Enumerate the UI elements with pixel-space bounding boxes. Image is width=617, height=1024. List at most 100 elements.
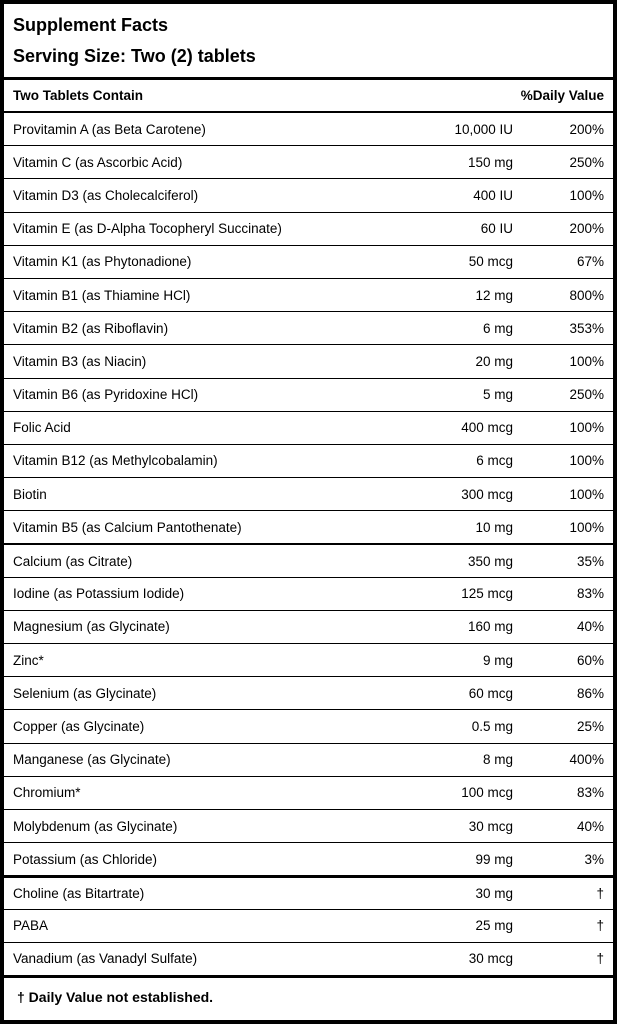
- nutrient-daily-value: †: [596, 918, 604, 934]
- nutrient-amount: 8 mg: [482, 752, 513, 768]
- nutrient-name: Vitamin K1 (as Phytonadione): [13, 254, 192, 270]
- table-row: Molybdenum (as Glycinate) 30 mcg 40%: [4, 808, 613, 842]
- nutrient-amount: 10 mg: [475, 519, 513, 535]
- nutrient-amount: 60 IU: [480, 221, 513, 237]
- nutrient-daily-value: 100%: [569, 353, 604, 369]
- nutrient-daily-value: 3%: [584, 851, 604, 867]
- nutrient-name: Vitamin B12 (as Methylcobalamin): [13, 453, 218, 469]
- nutrient-amount: 12 mg: [475, 287, 513, 303]
- nutrient-daily-value: 86%: [576, 685, 604, 701]
- nutrient-name: Zinc*: [13, 652, 44, 668]
- nutrient-name: Copper (as Glycinate): [13, 718, 145, 734]
- nutrient-amount: 150 mg: [467, 154, 513, 170]
- nutrient-name: Vitamin D3 (as Cholecalciferol): [13, 187, 199, 203]
- nutrient-name: PABA: [13, 918, 49, 934]
- nutrient-daily-value: 100%: [569, 420, 604, 436]
- nutrient-amount: 6 mg: [482, 320, 513, 336]
- table-row: Vitamin E (as D-Alpha Tocopheryl Succina…: [4, 211, 613, 245]
- nutrient-amount: 99 mg: [475, 851, 513, 867]
- column-header-daily-value: %Daily Value: [520, 88, 604, 103]
- serving-size: Serving Size: Two (2) tablets: [13, 46, 256, 66]
- nutrient-amount: 5 mg: [482, 387, 513, 403]
- nutrient-daily-value: †: [596, 885, 604, 901]
- nutrient-daily-value: 250%: [569, 154, 604, 170]
- nutrient-daily-value: 83%: [576, 586, 604, 602]
- table-row: Vitamin C (as Ascorbic Acid) 150 mg 250%: [4, 145, 613, 178]
- nutrient-amount: 160 mg: [467, 619, 513, 635]
- nutrient-name: Vitamin E (as D-Alpha Tocopheryl Succina…: [13, 221, 282, 237]
- nutrient-daily-value: 353%: [569, 320, 604, 336]
- nutrient-name: Magnesium (as Glycinate): [13, 619, 170, 635]
- nutrient-daily-value: 100%: [569, 187, 604, 203]
- table-row: Manganese (as Glycinate) 8 mg 400%: [4, 742, 613, 776]
- nutrient-daily-value: 100%: [569, 453, 604, 469]
- label-header: Supplement Facts Serving Size: Two (2) t…: [4, 4, 613, 80]
- nutrient-name: Folic Acid: [13, 420, 71, 436]
- table-row: Iodine (as Potassium Iodide) 125 mcg 83%: [4, 576, 613, 610]
- table-row: Biotin 300 mcg 100%: [4, 477, 613, 510]
- nutrient-amount: 10,000 IU: [454, 121, 513, 137]
- nutrient-daily-value: 200%: [569, 121, 604, 137]
- label-title: Supplement Facts: [13, 15, 169, 35]
- table-row: Calcium (as Citrate) 350 mg 35%: [4, 543, 613, 576]
- nutrient-amount: 300 mcg: [461, 486, 513, 502]
- table-row: Vitamin B3 (as Niacin) 20 mg 100%: [4, 344, 613, 377]
- nutrient-daily-value: 200%: [569, 221, 604, 237]
- nutrient-daily-value: 400%: [569, 752, 604, 768]
- nutrient-name: Vitamin B2 (as Riboflavin): [13, 320, 169, 336]
- nutrient-name: Chromium*: [13, 785, 81, 801]
- nutrient-amount: 0.5 mg: [471, 718, 513, 734]
- nutrient-name: Selenium (as Glycinate): [13, 685, 157, 701]
- nutrient-name: Choline (as Bitartrate): [13, 885, 145, 901]
- table-row: Chromium* 100 mcg 83%: [4, 775, 613, 809]
- nutrient-daily-value: 100%: [569, 519, 604, 535]
- nutrient-daily-value: †: [596, 951, 604, 967]
- table-row: Copper (as Glycinate) 0.5 mg 25%: [4, 709, 613, 742]
- table-row: Vitamin B2 (as Riboflavin) 6 mg 353%: [4, 311, 613, 344]
- nutrient-daily-value: 35%: [576, 553, 604, 569]
- nutrient-name: Vitamin B1 (as Thiamine HCl): [13, 287, 191, 303]
- nutrient-daily-value: 67%: [576, 254, 604, 270]
- nutrient-amount: 6 mcg: [476, 453, 513, 469]
- table-row: Folic Acid 400 mcg 100%: [4, 410, 613, 444]
- nutrient-amount: 350 mg: [467, 553, 513, 569]
- nutrient-amount: 60 mcg: [468, 685, 513, 701]
- nutrient-name: Molybdenum (as Glycinate): [13, 818, 178, 834]
- table-row: Magnesium (as Glycinate) 160 mg 40%: [4, 609, 613, 643]
- table-row: Vitamin K1 (as Phytonadione) 50 mcg 67%: [4, 244, 613, 278]
- column-header-contains: Two Tablets Contain: [13, 88, 143, 103]
- nutrient-daily-value: 40%: [576, 619, 604, 635]
- nutrient-amount: 400 IU: [473, 187, 513, 203]
- table-row: Vanadium (as Vanadyl Sulfate) 30 mcg †: [4, 941, 613, 975]
- table-row: Vitamin D3 (as Cholecalciferol) 400 IU 1…: [4, 178, 613, 211]
- nutrient-name: Potassium (as Chloride): [13, 851, 158, 867]
- supplement-table: Provitamin A (as Beta Carotene) 10,000 I…: [4, 113, 613, 975]
- table-row: Vitamin B12 (as Methylcobalamin) 6 mcg 1…: [4, 443, 613, 477]
- nutrient-name: Biotin: [13, 486, 47, 502]
- table-row: Vitamin B1 (as Thiamine HCl) 12 mg 800%: [4, 277, 613, 311]
- table-row: Potassium (as Chloride) 99 mg 3%: [4, 842, 613, 875]
- nutrient-amount: 25 mg: [475, 918, 513, 934]
- nutrient-daily-value: 83%: [576, 785, 604, 801]
- nutrient-daily-value: 800%: [569, 287, 604, 303]
- nutrient-daily-value: 100%: [569, 486, 604, 502]
- nutrient-amount: 400 mcg: [461, 420, 513, 436]
- nutrient-name: Vitamin B5 (as Calcium Pantothenate): [13, 519, 242, 535]
- nutrient-daily-value: 25%: [576, 718, 604, 734]
- nutrient-daily-value: 60%: [576, 652, 604, 668]
- nutrient-name: Vitamin C (as Ascorbic Acid): [13, 154, 183, 170]
- daily-value-footnote: † Daily Value not established.: [4, 974, 613, 1020]
- nutrient-amount: 50 mcg: [468, 254, 513, 270]
- nutrient-name: Vitamin B3 (as Niacin): [13, 353, 147, 369]
- nutrient-name: Manganese (as Glycinate): [13, 752, 171, 768]
- table-row: Zinc* 9 mg 60%: [4, 643, 613, 676]
- nutrient-amount: 30 mcg: [468, 951, 513, 967]
- table-row: Vitamin B5 (as Calcium Pantothenate) 10 …: [4, 510, 613, 543]
- nutrient-name: Calcium (as Citrate): [13, 553, 133, 569]
- table-row: Selenium (as Glycinate) 60 mcg 86%: [4, 676, 613, 709]
- nutrient-daily-value: 40%: [576, 818, 604, 834]
- nutrient-amount: 125 mcg: [461, 586, 513, 602]
- nutrient-amount: 30 mg: [475, 885, 513, 901]
- table-row: Provitamin A (as Beta Carotene) 10,000 I…: [4, 113, 613, 145]
